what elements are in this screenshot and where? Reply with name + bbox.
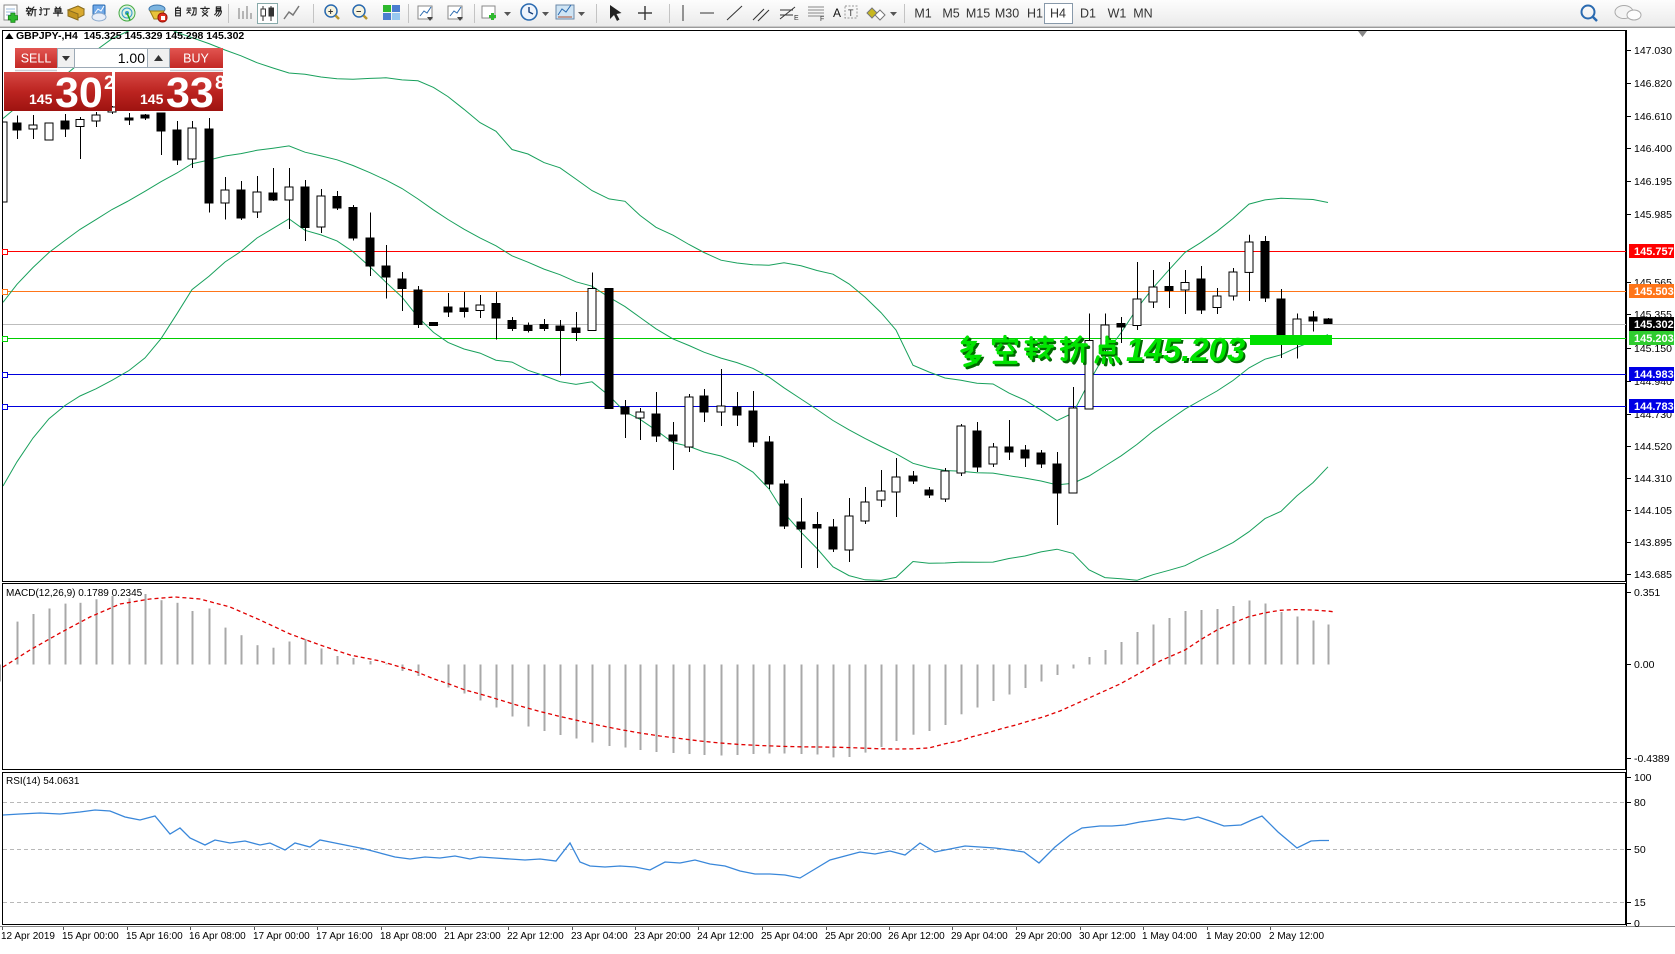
svg-text:29 Apr 04:00: 29 Apr 04:00 (951, 931, 1008, 942)
svg-text:17 Apr 00:00: 17 Apr 00:00 (253, 931, 310, 942)
svg-text:1.00: 1.00 (118, 50, 145, 66)
svg-text:146.195: 146.195 (1634, 176, 1672, 188)
svg-text:H1: H1 (1027, 7, 1043, 21)
svg-text:15 Apr 16:00: 15 Apr 16:00 (126, 931, 183, 942)
svg-text:30 Apr 12:00: 30 Apr 12:00 (1079, 931, 1136, 942)
svg-text:145.203: 145.203 (1128, 333, 1247, 370)
svg-text:146.820: 146.820 (1634, 78, 1672, 90)
svg-text:A: A (833, 6, 841, 20)
svg-text:145: 145 (140, 91, 164, 107)
svg-text:2 May 12:00: 2 May 12:00 (1269, 931, 1324, 942)
svg-text:MN: MN (1133, 7, 1152, 21)
svg-text:50: 50 (1634, 844, 1646, 856)
svg-text:0: 0 (1634, 918, 1640, 930)
svg-text:SELL: SELL (21, 52, 52, 66)
svg-text:8: 8 (215, 73, 226, 94)
svg-text:M1: M1 (914, 7, 931, 21)
svg-text:−: − (356, 7, 361, 17)
svg-text:24 Apr 12:00: 24 Apr 12:00 (697, 931, 754, 942)
svg-text:22 Apr 12:00: 22 Apr 12:00 (507, 931, 564, 942)
svg-text:RSI(14) 54.0631: RSI(14) 54.0631 (6, 776, 80, 787)
svg-text:145.203: 145.203 (1634, 333, 1674, 345)
svg-text:17 Apr 16:00: 17 Apr 16:00 (316, 931, 373, 942)
svg-text:16 Apr 08:00: 16 Apr 08:00 (189, 931, 246, 942)
svg-text:23 Apr 20:00: 23 Apr 20:00 (634, 931, 691, 942)
svg-text:18 Apr 08:00: 18 Apr 08:00 (380, 931, 437, 942)
svg-text:145.503: 145.503 (1634, 286, 1674, 298)
svg-text:143.895: 143.895 (1634, 537, 1672, 549)
svg-text:23 Apr 04:00: 23 Apr 04:00 (571, 931, 628, 942)
svg-text:145.985: 145.985 (1634, 209, 1672, 221)
svg-text:25 Apr 04:00: 25 Apr 04:00 (761, 931, 818, 942)
svg-text:147.030: 147.030 (1634, 45, 1672, 57)
svg-text:H4: H4 (1050, 7, 1066, 21)
svg-text:1 May 20:00: 1 May 20:00 (1206, 931, 1261, 942)
svg-text:143.685: 143.685 (1634, 569, 1672, 581)
svg-text:25 Apr 20:00: 25 Apr 20:00 (825, 931, 882, 942)
svg-text:21 Apr 23:00: 21 Apr 23:00 (444, 931, 501, 942)
svg-text:100: 100 (1634, 772, 1652, 784)
svg-text:30: 30 (55, 69, 103, 117)
svg-text:M15: M15 (966, 7, 990, 21)
svg-text:D1: D1 (1080, 7, 1096, 21)
svg-text:BUY: BUY (183, 52, 209, 66)
svg-text:GBPJPY-,H4 145.325 145.329 14: GBPJPY-,H4 145.325 145.329 145.298 145.3… (16, 30, 244, 42)
svg-text:145: 145 (29, 91, 53, 107)
svg-text:W1: W1 (1108, 7, 1127, 21)
svg-text:15 Apr 00:00: 15 Apr 00:00 (62, 931, 119, 942)
svg-text:E: E (794, 15, 799, 22)
svg-text:144.783: 144.783 (1634, 401, 1674, 413)
svg-text:26 Apr 12:00: 26 Apr 12:00 (888, 931, 945, 942)
svg-text:145.150: 145.150 (1634, 343, 1672, 355)
svg-text:F: F (820, 16, 824, 23)
svg-text:33: 33 (166, 69, 214, 117)
svg-text:145.203: 145.203 (1126, 331, 1245, 368)
svg-text:144.105: 144.105 (1634, 505, 1672, 517)
svg-text:MACD(12,26,9) 0.1789 0.2345: MACD(12,26,9) 0.1789 0.2345 (6, 588, 143, 599)
svg-text:146.610: 146.610 (1634, 111, 1672, 123)
svg-text:80: 80 (1634, 797, 1646, 809)
svg-text:2: 2 (104, 73, 115, 94)
svg-text:-0.4389: -0.4389 (1634, 753, 1670, 765)
svg-text:M30: M30 (995, 7, 1019, 21)
svg-text:144.983: 144.983 (1634, 369, 1674, 381)
svg-text:29 Apr 20:00: 29 Apr 20:00 (1015, 931, 1072, 942)
svg-text:12 Apr 2019: 12 Apr 2019 (1, 931, 55, 942)
svg-text:T: T (848, 8, 854, 18)
svg-text:146.400: 146.400 (1634, 143, 1672, 155)
svg-text:145.757: 145.757 (1634, 246, 1674, 258)
svg-text:144.520: 144.520 (1634, 441, 1672, 453)
svg-text:144.310: 144.310 (1634, 473, 1672, 485)
svg-text:15: 15 (1634, 897, 1646, 909)
svg-text:0.00: 0.00 (1634, 659, 1655, 671)
svg-text:+: + (328, 7, 333, 17)
svg-text:M5: M5 (942, 7, 959, 21)
svg-text:0.351: 0.351 (1634, 587, 1660, 599)
svg-text:1 May 04:00: 1 May 04:00 (1142, 931, 1197, 942)
svg-text:145.302: 145.302 (1634, 319, 1674, 331)
